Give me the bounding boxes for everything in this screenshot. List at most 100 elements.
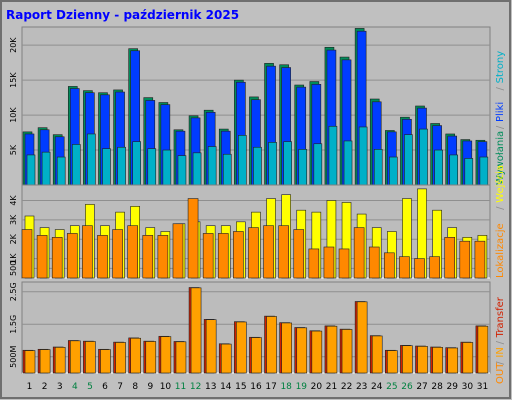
bar-bottom-in-4	[69, 340, 81, 374]
bar-bottom-in-2	[39, 349, 51, 374]
xtick-label-17: 17	[265, 382, 276, 392]
bar-bottom-in-30	[462, 342, 474, 374]
bar-middle-lokalizacje-31	[474, 240, 486, 279]
ytick-label-top-3: 20K	[9, 37, 18, 53]
ytick-label-top-2: 15K	[9, 72, 18, 88]
xtick-label-20: 20	[311, 382, 323, 392]
panel-top: 5K 10K 15K 20K	[9, 26, 491, 186]
bar-middle-lokalizacje-3	[51, 237, 63, 279]
bar-middle-lokalizacje-24	[368, 246, 380, 279]
bar-middle-lokalizacje-2	[36, 235, 48, 279]
xtick-label-27: 27	[416, 382, 427, 392]
ytick-label-bottom-2: 2.5G	[9, 282, 18, 301]
bar-top-strony-21	[328, 125, 338, 186]
ytick-label-middle-2: 2K	[9, 233, 18, 244]
legend-middle-item-2: Wejścia	[494, 165, 506, 203]
bar-top-strony-8	[132, 141, 141, 186]
bar-top-strony-19	[298, 149, 308, 186]
xtick-label-31: 31	[477, 382, 488, 392]
bar-middle-lokalizacje-16	[248, 227, 259, 279]
ytick-label-top-1: 10K	[9, 107, 18, 123]
legend-top-item-3: /	[495, 87, 506, 91]
xtick-label-7: 7	[117, 382, 123, 392]
legend-bottom-item-3: /	[495, 340, 506, 344]
bar-bottom-in-1	[24, 350, 36, 374]
bar-bottom-in-7	[115, 342, 126, 374]
bar-bottom-in-29	[447, 347, 459, 374]
legend-bottom-item-2: IN	[495, 347, 506, 357]
bar-middle-lokalizacje-22	[338, 248, 350, 279]
bar-bottom-in-24	[371, 335, 383, 374]
bar-bottom-in-20	[311, 330, 323, 374]
bar-middle-lokalizacje-11	[172, 223, 184, 279]
legend-top-item-0: Wywołania	[495, 131, 506, 185]
bar-bottom-in-23	[356, 301, 368, 374]
bar-bottom-in-8	[130, 337, 141, 374]
bar-bottom-in-5	[85, 341, 96, 374]
bar-bottom-in-11	[175, 341, 187, 374]
bar-bottom-in-28	[432, 347, 443, 374]
bar-middle-lokalizacje-10	[157, 235, 169, 279]
xtick-label-5: 5	[87, 382, 93, 392]
ytick-label-middle-1: 1K	[9, 253, 18, 264]
bar-middle-lokalizacje-21	[323, 246, 335, 279]
bar-top-strony-12	[192, 152, 202, 186]
bar-middle-lokalizacje-29	[444, 237, 456, 279]
bar-bottom-in-6	[100, 349, 111, 374]
bar-middle-lokalizacje-13	[202, 233, 214, 279]
bar-top-strony-26	[404, 134, 413, 186]
legend-top-item-2: Pliki	[495, 102, 506, 122]
bar-middle-lokalizacje-4	[66, 233, 78, 279]
bar-top-strony-2	[41, 151, 51, 186]
bar-top-strony-16	[253, 146, 262, 186]
xtick-label-14: 14	[220, 382, 232, 392]
bar-bottom-in-18	[281, 322, 292, 374]
xtick-label-16: 16	[250, 382, 262, 392]
legend-middle-item-0: Lokalizacje	[495, 223, 506, 278]
bar-middle-lokalizacje-19	[293, 229, 305, 279]
bar-bottom-in-27	[417, 346, 428, 374]
bar-top-strony-22	[343, 140, 353, 186]
xtick-label-24: 24	[371, 382, 383, 392]
bar-top-strony-6	[102, 148, 111, 186]
xtick-label-13: 13	[205, 382, 216, 392]
bar-top-strony-28	[434, 149, 443, 186]
bar-middle-lokalizacje-26	[399, 256, 410, 279]
bar-middle-lokalizacje-20	[308, 248, 320, 279]
bar-middle-lokalizacje-18	[278, 225, 289, 279]
xtick-label-8: 8	[132, 382, 138, 392]
bar-top-strony-9	[147, 148, 157, 186]
legend-bottom-item-1: /	[495, 361, 506, 365]
xtick-label-30: 30	[462, 382, 474, 392]
bar-top-strony-18	[283, 141, 292, 186]
xtick-label-25: 25	[386, 382, 397, 392]
xtick-label-18: 18	[280, 382, 292, 392]
legend-bottom: OUT/IN/Transfer	[495, 296, 506, 384]
bar-bottom-in-12	[190, 287, 202, 374]
bar-bottom-in-16	[251, 337, 262, 374]
bar-top-strony-29	[449, 154, 459, 186]
bar-middle-lokalizacje-27	[414, 258, 425, 279]
bar-middle-lokalizacje-30	[459, 240, 471, 279]
xtick-label-6: 6	[102, 382, 108, 392]
bar-top-strony-15	[238, 135, 247, 186]
bar-bottom-in-14	[220, 343, 232, 374]
ytick-label-top-0: 5K	[9, 144, 18, 155]
bar-top-strony-5	[87, 133, 96, 186]
xtick-label-15: 15	[235, 382, 246, 392]
legend-middle: Lokalizacje / Wejścia	[494, 165, 506, 278]
xtick-label-4: 4	[72, 382, 78, 392]
bar-top-strony-23	[358, 126, 368, 186]
bar-middle-lokalizacje-6	[97, 235, 108, 279]
legend-bottom-item-4: Transfer	[495, 296, 506, 338]
legend-top-item-4: Strony	[495, 51, 506, 84]
bar-middle-lokalizacje-17	[263, 225, 274, 279]
bar-bottom-in-15	[236, 321, 247, 374]
bar-top-strony-7	[117, 146, 126, 186]
chart-title: Raport Dzienny - październik 2025	[6, 8, 239, 22]
ytick-label-middle-4: 4K	[9, 195, 18, 206]
bar-middle-lokalizacje-23	[353, 227, 365, 279]
bar-top-strony-20	[313, 143, 323, 186]
bar-bottom-in-17	[266, 316, 277, 374]
